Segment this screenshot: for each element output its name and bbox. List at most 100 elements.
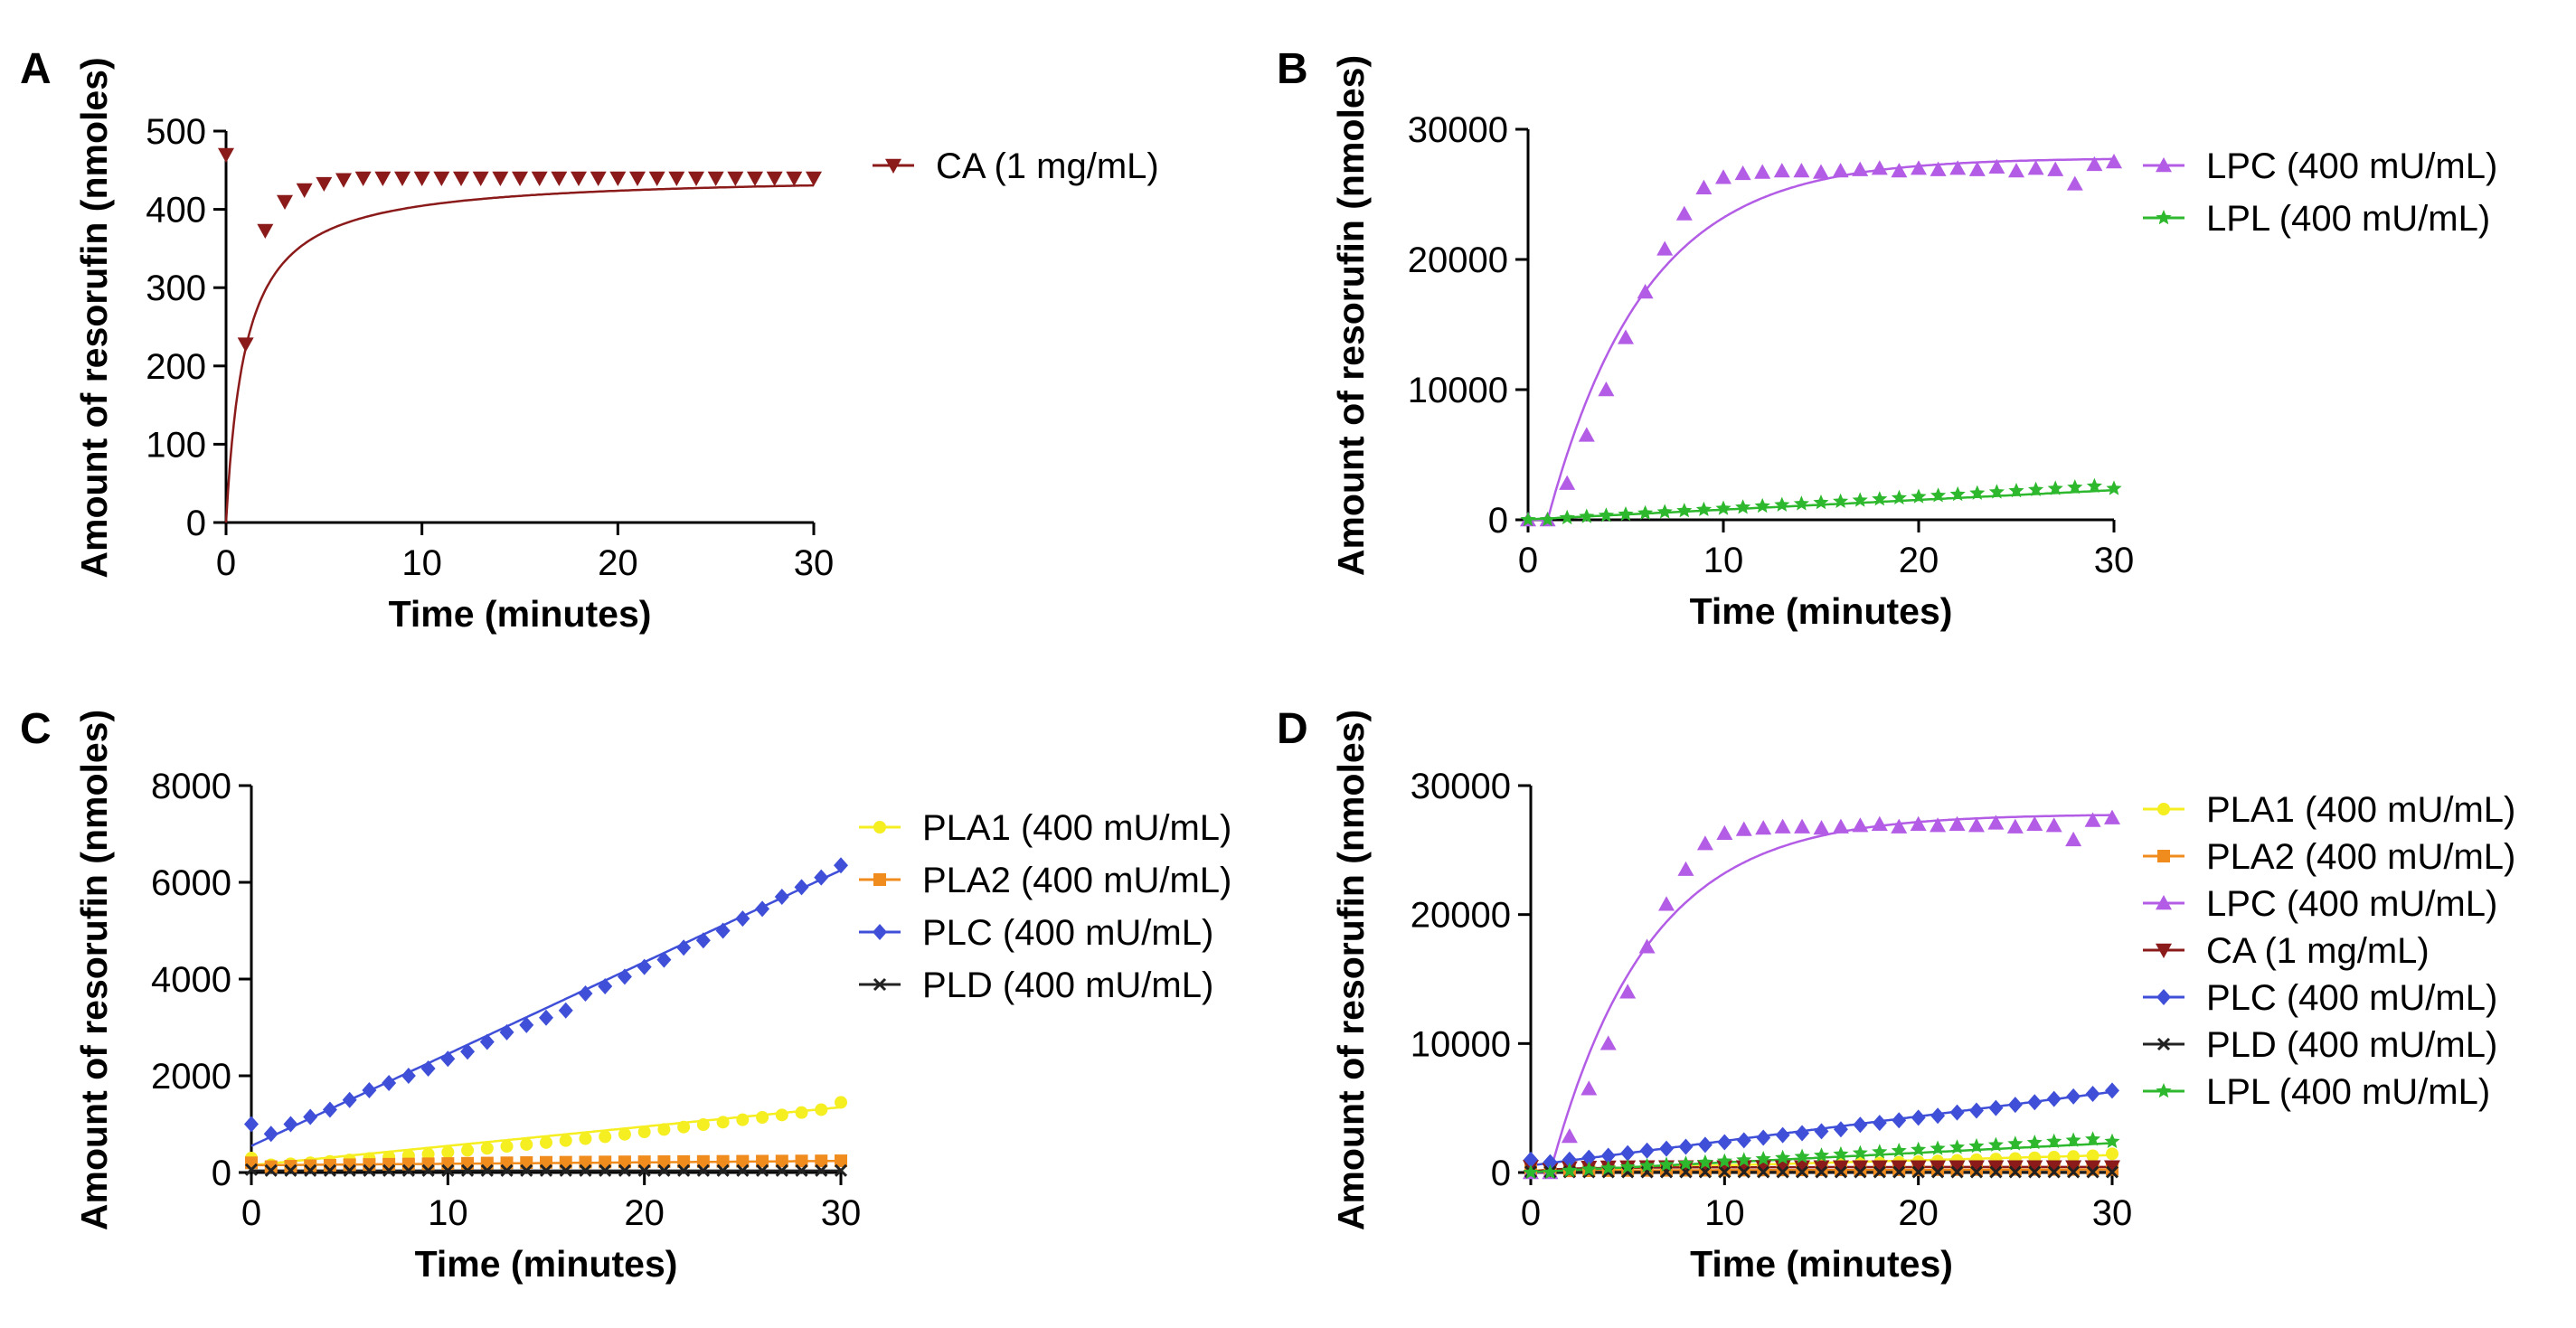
- y-axis-title: Amount of resorufin (nmoles): [1330, 55, 1372, 576]
- data-point-ca: [2065, 1160, 2082, 1175]
- data-point-lpc: [1871, 160, 1888, 175]
- data-point-lpl: [1581, 1161, 1597, 1176]
- data-point-lpc: [2027, 160, 2044, 175]
- x-tick-label: 20: [598, 543, 638, 583]
- data-point-pla1: [775, 1108, 788, 1122]
- data-point-ca: [1910, 1160, 1927, 1175]
- data-point-plc: [1949, 1104, 1965, 1121]
- data-point-ca: [766, 171, 783, 186]
- fit-line-lpc: [1528, 157, 2114, 522]
- data-point-lpl: [2085, 1131, 2101, 1146]
- data-point-plc: [342, 1091, 357, 1108]
- data-point-lpl: [1833, 1145, 1849, 1162]
- data-point-plc: [598, 978, 613, 995]
- data-point-lpc: [2008, 163, 2024, 178]
- data-point-lpl: [1774, 496, 1790, 512]
- data-point-plc: [794, 879, 809, 896]
- y-tick-label: 10000: [1408, 371, 1508, 410]
- data-point-ca: [472, 171, 489, 186]
- data-point-lpl: [1639, 1157, 1656, 1173]
- data-point-lpc: [1656, 240, 1674, 256]
- data-point-pld: [2008, 1165, 2022, 1179]
- data-point-pld: [1776, 1165, 1789, 1179]
- y-tick-label: 0: [212, 1154, 231, 1193]
- data-point-lpl: [1930, 487, 1947, 503]
- data-point-pld: [2105, 1165, 2119, 1179]
- data-point-ca: [1871, 1160, 1888, 1175]
- data-point-pla2: [421, 1157, 435, 1171]
- data-point-pld: [716, 1163, 730, 1177]
- data-point-pla2: [716, 1154, 730, 1168]
- legend-label-lpc: LPC (400 mU/mL): [2206, 146, 2497, 186]
- data-point-pld: [657, 1163, 671, 1177]
- axes: [250, 786, 841, 1174]
- y-tick-label: 8000: [151, 767, 231, 806]
- fit-line-ca: [224, 184, 814, 523]
- data-point-lpl: [1775, 1149, 1791, 1164]
- data-point-lpl: [1949, 1139, 1966, 1154]
- data-point-plc: [539, 1009, 553, 1026]
- data-point-lpc: [1619, 984, 1637, 999]
- data-point-pla2: [756, 1154, 769, 1168]
- y-tick-label: 2000: [151, 1057, 231, 1097]
- data-point-ca: [1774, 1160, 1791, 1175]
- data-point-plc: [1659, 1140, 1675, 1157]
- data-point-pld: [1698, 1165, 1712, 1179]
- data-point-lpc: [1813, 820, 1830, 835]
- x-tick-label: 0: [241, 1193, 261, 1233]
- data-point-lpl: [1579, 508, 1595, 523]
- x-tick-label: 20: [624, 1193, 665, 1233]
- x-tick-label: 10: [1703, 541, 1744, 580]
- y-tick-label: 100: [146, 425, 206, 465]
- legend-marker-lpl: [2156, 210, 2172, 225]
- data-point-lpl: [1735, 499, 1751, 514]
- x-tick-label: 0: [1521, 1193, 1541, 1233]
- legend-marker-pla1: [873, 821, 886, 834]
- data-point-lpc: [1832, 163, 1849, 178]
- data-point-ca: [531, 171, 548, 186]
- data-point-lpc: [1618, 329, 1634, 344]
- y-axis-title: Amount of resorufin (nmoles): [1330, 710, 1372, 1230]
- data-point-ca: [1696, 1160, 1713, 1175]
- legend-marker-lpc: [2156, 157, 2172, 173]
- data-point-plc: [1717, 1134, 1732, 1151]
- data-point-lpc: [2026, 815, 2043, 831]
- data-point-plc: [637, 958, 652, 975]
- data-point-ca: [335, 173, 352, 188]
- data-point-pla1: [716, 1116, 730, 1129]
- data-point-plc: [1833, 1121, 1848, 1138]
- y-tick-label: 200: [146, 347, 206, 387]
- data-point-plc: [519, 1016, 534, 1033]
- data-point-pla2: [775, 1154, 788, 1168]
- legend-label-pla1: PLA1 (400 mU/mL): [2206, 790, 2515, 830]
- data-point-lpc: [1871, 815, 1888, 831]
- data-point-pld: [736, 1163, 750, 1177]
- panel-D: D 0 10000 20000 30000 0 10 20 30 Time (minutes) Am…: [1277, 705, 2515, 1285]
- data-point-pld: [618, 1163, 631, 1177]
- panel-letter: C: [20, 705, 52, 753]
- data-point-lpl: [1833, 493, 1849, 508]
- data-point-plc: [401, 1068, 416, 1084]
- data-point-lpl: [2086, 477, 2102, 494]
- data-point-lpl: [1619, 1159, 1636, 1174]
- legend-label-pld: PLD (400 mU/mL): [922, 965, 1213, 1005]
- data-point-lpl: [1987, 1136, 2004, 1152]
- data-point-pla1: [637, 1126, 651, 1139]
- data-point-ca: [1716, 1160, 1733, 1175]
- data-point-pld: [1911, 1165, 1925, 1179]
- data-point-lpl: [2026, 1135, 2043, 1150]
- panel-letter: D: [1277, 705, 1308, 753]
- data-point-pld: [461, 1163, 475, 1177]
- data-point-plc: [735, 910, 750, 928]
- data-point-pla2: [696, 1154, 710, 1168]
- data-point-pld: [1718, 1165, 1731, 1179]
- data-point-pla2: [401, 1157, 415, 1171]
- data-point-lpl: [1716, 1153, 1732, 1168]
- data-point-ca: [551, 171, 568, 186]
- data-point-ca: [512, 171, 528, 186]
- data-point-plc: [1639, 1142, 1655, 1159]
- data-point-ca: [413, 171, 430, 186]
- data-point-pld: [1737, 1165, 1750, 1179]
- x-tick-label: 10: [401, 543, 442, 583]
- data-point-ca: [2045, 1160, 2062, 1175]
